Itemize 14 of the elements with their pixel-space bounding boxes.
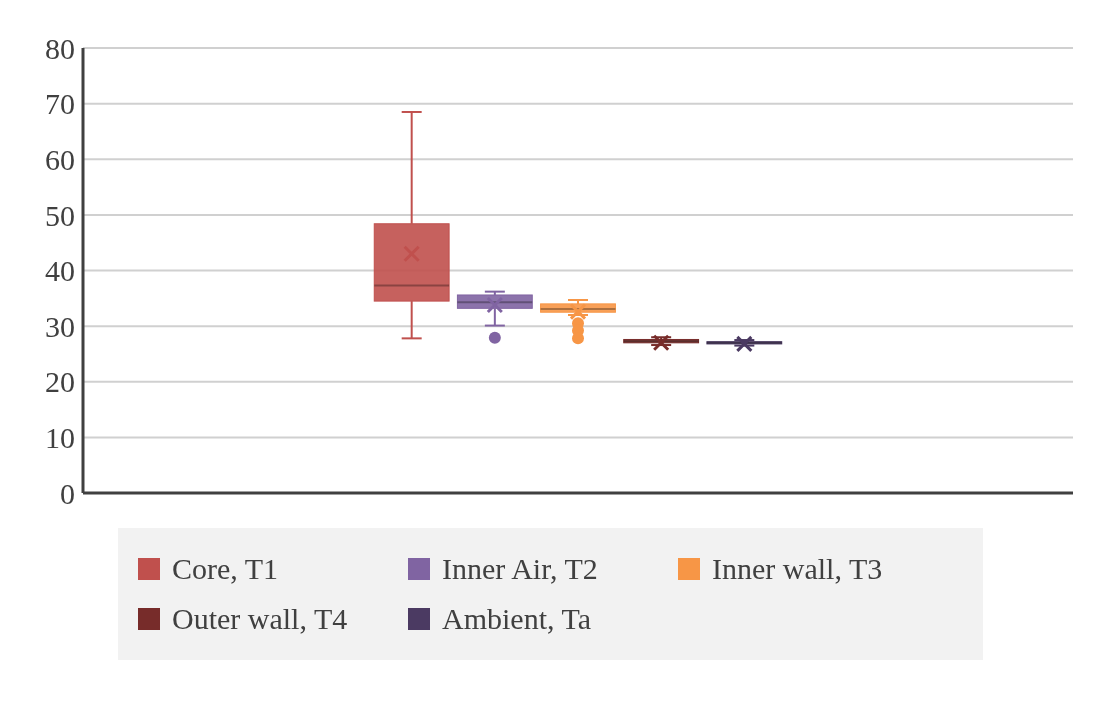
y-tick-label: 80 bbox=[45, 31, 75, 65]
y-tick-label: 50 bbox=[45, 198, 75, 232]
y-tick-label: 40 bbox=[45, 254, 75, 288]
legend-label: Ambient, Ta bbox=[442, 602, 591, 636]
legend-label: Core, T1 bbox=[172, 552, 279, 586]
y-tick-label: 0 bbox=[60, 476, 75, 510]
y-tick-label: 10 bbox=[45, 421, 75, 455]
y-tick-label: 70 bbox=[45, 87, 75, 121]
y-tick-label: 30 bbox=[45, 309, 75, 343]
y-tick-label: 60 bbox=[45, 142, 75, 176]
legend-label: Inner Air, T2 bbox=[442, 552, 598, 586]
legend-label: Inner wall, T3 bbox=[712, 552, 883, 586]
y-tick-label: 20 bbox=[45, 365, 75, 399]
legend-label: Outer wall, T4 bbox=[172, 602, 348, 636]
